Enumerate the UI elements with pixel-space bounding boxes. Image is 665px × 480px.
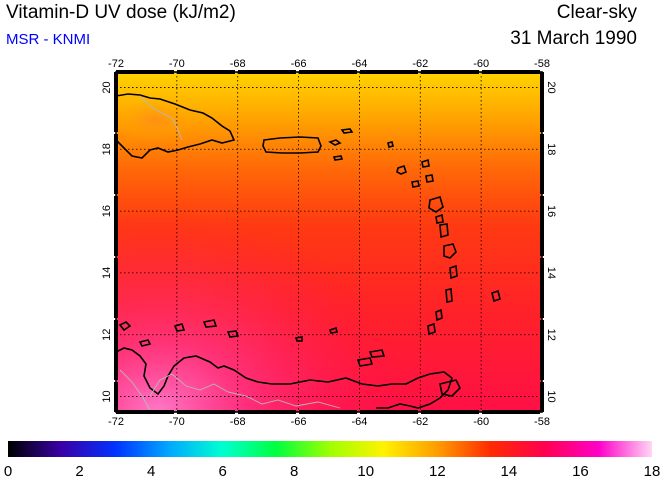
colorbar-labels: 0 2 4 6 8 10 12 14 16 18 (4, 463, 661, 480)
lon-tick-label: -66 (291, 416, 307, 428)
lon-tick-label: -66 (291, 58, 307, 70)
lat-tick-label: 18 (101, 143, 113, 155)
colorbar-tick-label: 2 (75, 463, 83, 480)
uv-dose-field (115, 72, 542, 412)
colorbar-tick-label: 4 (147, 463, 155, 480)
lon-tick-label: -62 (412, 58, 428, 70)
lon-tick-label: -60 (473, 416, 489, 428)
colorbar-tick-label: 10 (357, 463, 374, 480)
lon-tick-label: -58 (534, 416, 550, 428)
lat-tick-label: 16 (101, 205, 113, 217)
colorbar (8, 441, 652, 457)
lat-tick-label: 20 (101, 81, 113, 93)
lon-labels-bottom: -72 -70 -68 -66 -64 -62 -60 -58 (108, 416, 550, 428)
lon-tick-label: -62 (412, 416, 428, 428)
source-label: MSR - KNMI (6, 31, 91, 48)
lon-tick-label: -72 (108, 416, 124, 428)
virgin-islands (328, 128, 354, 161)
lon-tick-label: -70 (169, 58, 185, 70)
lat-labels-right: 10 12 14 16 18 20 (545, 81, 557, 402)
lat-tick-label: 12 (545, 329, 557, 341)
lon-tick-label: -72 (108, 58, 124, 70)
colorbar-tick-label: 0 (4, 463, 12, 480)
lon-labels-top: -72 -70 -68 -66 -64 -62 -60 -58 (108, 58, 550, 70)
lat-tick-label: 14 (545, 267, 557, 279)
colorbar-tick-label: 8 (290, 463, 298, 480)
lat-labels-left: 10 12 14 16 18 20 (101, 81, 113, 402)
coastlines (116, 93, 501, 409)
hispaniola-coast (116, 93, 236, 159)
lesser-antilles (387, 141, 501, 336)
lon-tick-label: -68 (230, 416, 246, 428)
lat-tick-label: 10 (101, 390, 113, 402)
lat-tick-label: 10 (545, 390, 557, 402)
puerto-rico-coast (262, 136, 322, 154)
lon-tick-label: -64 (351, 416, 367, 428)
colorbar-tick-label: 6 (218, 463, 226, 480)
colorbar-tick-label: 18 (644, 463, 661, 480)
lon-tick-label: -68 (230, 58, 246, 70)
lon-tick-label: -64 (351, 58, 367, 70)
lon-tick-label: -58 (534, 58, 550, 70)
colorbar-tick-label: 14 (501, 463, 518, 480)
colorbar-tick-label: 12 (429, 463, 446, 480)
abc-islands (118, 319, 386, 358)
country-borders (119, 95, 341, 411)
sky-condition-label: Clear-sky (556, 2, 637, 23)
trinidad-coast (439, 379, 461, 397)
lon-tick-label: -60 (473, 58, 489, 70)
colorbar-tick-label: 16 (572, 463, 589, 480)
lat-tick-label: 14 (101, 267, 113, 279)
lat-tick-label: 16 (545, 205, 557, 217)
map-title: Vitamin-D UV dose (kJ/m2) (6, 2, 236, 23)
lat-tick-label: 18 (545, 143, 557, 155)
date-label: 31 March 1990 (510, 28, 637, 49)
lat-tick-label: 12 (101, 329, 113, 341)
margarita-coast (356, 357, 374, 367)
lat-tick-label: 20 (545, 81, 557, 93)
lon-tick-label: -70 (169, 416, 185, 428)
